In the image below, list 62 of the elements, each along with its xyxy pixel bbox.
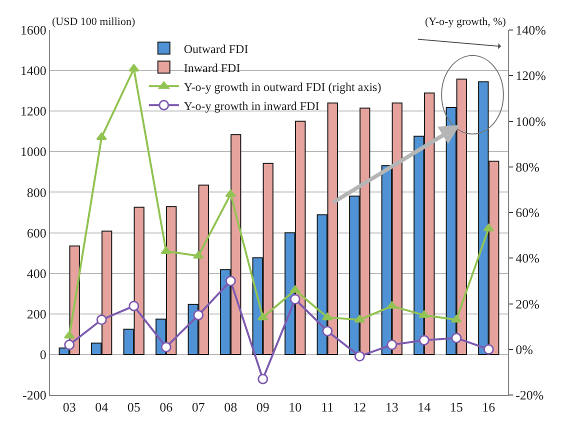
y-tick-label: 600 (26, 225, 46, 240)
y-tick-label: 200 (26, 306, 46, 322)
point (386, 340, 398, 350)
y2-tick-label: 120% (516, 68, 546, 84)
y-tick-label: 1600 (20, 22, 46, 38)
point (483, 344, 494, 355)
legend-label: Y-o-y growth in outward FDI (right axis) (184, 80, 382, 94)
point (160, 246, 172, 254)
x-tick-label: 05 (127, 400, 140, 415)
x-tick-label: 14 (418, 400, 432, 415)
x-tick-label: 04 (95, 400, 109, 415)
y2-tick-label: 80% (516, 159, 540, 174)
x-tick-label: 07 (192, 400, 206, 415)
point (64, 340, 75, 350)
x-tick-label: 15 (450, 400, 463, 415)
x-tick-label: 16 (482, 400, 496, 415)
y-tick-label: 1000 (20, 144, 46, 160)
y2-tick-label: 20% (516, 296, 540, 312)
y2-tick-label: 0% (516, 342, 534, 357)
point (160, 342, 172, 352)
point (451, 314, 462, 322)
y2-tick-label: 40% (516, 250, 540, 266)
y-axis-title: (USD 100 million) (52, 16, 136, 28)
point (322, 312, 333, 320)
point (290, 294, 300, 304)
y2-tick-label: 100% (516, 114, 546, 129)
point (386, 301, 398, 309)
y-tick-label: -200 (22, 388, 46, 403)
x-tick-label: 10 (288, 400, 302, 415)
point (193, 310, 204, 320)
y2-tick-label: 60% (516, 205, 540, 220)
y-tick-label: 1400 (20, 63, 46, 78)
point (451, 332, 462, 344)
x-tick-label: 09 (256, 400, 270, 415)
x-tick-label: 08 (224, 400, 238, 415)
point (258, 312, 268, 320)
legend-label: Outward FDI (184, 42, 248, 56)
point (258, 374, 268, 384)
point (418, 335, 430, 346)
y-tick-label: 0 (40, 346, 46, 362)
x-tick-label: 11 (321, 400, 334, 415)
point (96, 132, 107, 140)
y2-tick-label: 140% (516, 22, 546, 38)
point (322, 326, 333, 336)
y2-axis-title: (Y-o-y growth, %) (425, 16, 506, 28)
x-tick-label: 12 (353, 400, 366, 415)
x-tick-label: 13 (385, 400, 398, 415)
point (96, 314, 107, 325)
point (193, 251, 204, 259)
y-tick-label: 1200 (20, 104, 46, 119)
y-tick-label: 400 (26, 266, 46, 281)
point (354, 314, 365, 322)
point (354, 350, 365, 362)
legend-label: Inward FDI (184, 60, 240, 75)
point (128, 300, 140, 312)
x-tick-label: 03 (62, 400, 76, 415)
point (225, 276, 236, 286)
point (290, 285, 300, 293)
y-tick-label: 800 (26, 184, 46, 200)
y2-tick-label: -20% (516, 388, 544, 403)
legend-label: Y-o-y growth in inward FDI (184, 98, 320, 113)
x-tick-label: 06 (160, 400, 174, 415)
